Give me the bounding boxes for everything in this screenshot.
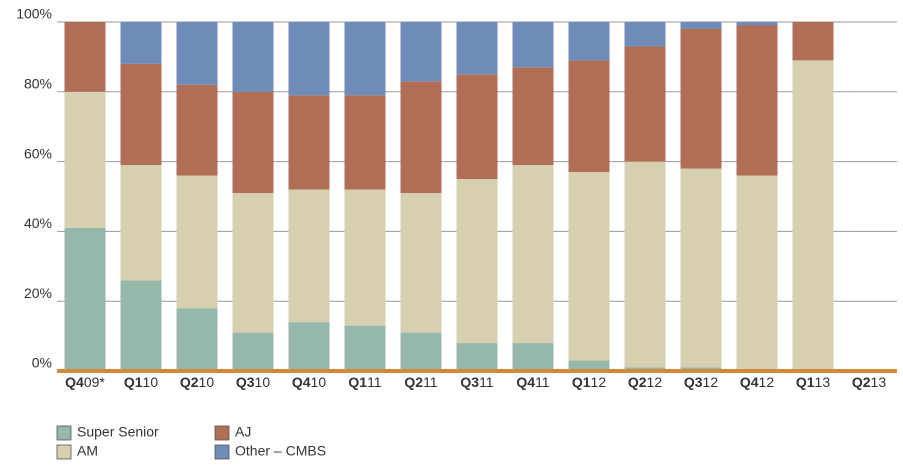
bar-segment (344, 189, 386, 326)
x-tick-label: Q409* (65, 374, 105, 390)
bar-segment (400, 332, 442, 371)
bar-segment (680, 22, 722, 29)
x-tick-label: Q410 (292, 374, 326, 390)
bar-segment (400, 193, 442, 333)
bar-segment (792, 60, 834, 371)
bar-segment (624, 46, 666, 162)
bar-segment (344, 22, 386, 96)
bar-segment (176, 84, 218, 176)
bar-segment (288, 189, 330, 323)
bar-segment (512, 343, 554, 371)
bar-segment (120, 63, 162, 166)
legend-label: Other – CMBS (235, 443, 326, 459)
x-tick-label: Q111 (348, 374, 381, 390)
x-tick-label: Q312 (684, 374, 718, 390)
bar-segment (736, 25, 778, 176)
bar-segment (120, 165, 162, 281)
bar-segment (624, 161, 666, 368)
bar-segment (568, 60, 610, 173)
x-tick-label: Q212 (628, 374, 662, 390)
x-tick-label: Q112 (572, 374, 606, 390)
bar-segment (344, 95, 386, 190)
bar-segment (120, 280, 162, 371)
legend-label: AJ (235, 424, 251, 440)
x-tick-label: Q213 (852, 374, 886, 390)
bar-segment (176, 22, 218, 85)
bar-segment (680, 28, 722, 169)
bar-segment (680, 168, 722, 368)
bar-segment (64, 22, 106, 92)
bar-segment (736, 22, 778, 26)
legend-swatch (214, 425, 230, 441)
x-tick-label: Q211 (404, 374, 437, 390)
bar-segment (120, 22, 162, 64)
x-tick-label: Q113 (796, 374, 830, 390)
bar-segment (232, 91, 274, 194)
legend-swatch (56, 444, 72, 460)
x-tick-label: Q412 (740, 374, 774, 390)
bar-segment (64, 91, 106, 228)
x-tick-label: Q411 (516, 374, 549, 390)
y-tick-label: 60% (24, 145, 52, 161)
bar-segment (456, 22, 498, 75)
bar-segment (176, 175, 218, 309)
bar-segment (568, 360, 610, 371)
bar-segment (176, 308, 218, 371)
bar-segment (568, 172, 610, 361)
bar-segment (288, 322, 330, 371)
bar-segment (792, 22, 834, 61)
bar-segment (232, 332, 274, 371)
bar-segment (624, 22, 666, 47)
x-tick-label: Q310 (236, 374, 270, 390)
bar-segment (64, 227, 106, 371)
bar-segment (456, 74, 498, 180)
bar-segment (400, 81, 442, 194)
legend-label: AM (77, 443, 98, 459)
bar-segment (288, 22, 330, 96)
legend-swatch (56, 425, 72, 441)
bar-segment (232, 22, 274, 92)
bar-segment (512, 165, 554, 344)
bar-segment (344, 325, 386, 371)
bar-segment (512, 22, 554, 68)
legend-label: Super Senior (77, 424, 159, 440)
bar-segment (736, 175, 778, 371)
bar-segment (400, 22, 442, 82)
y-tick-label: 20% (24, 285, 52, 301)
bar-segment (456, 179, 498, 344)
legend-swatch (214, 444, 230, 460)
y-tick-label: 40% (24, 215, 52, 231)
bar-segment (232, 193, 274, 333)
x-tick-label: Q210 (180, 374, 214, 390)
x-tick-label: Q311 (460, 374, 493, 390)
y-tick-label: 100% (16, 6, 52, 22)
bar-segment (512, 67, 554, 166)
y-tick-label: 0% (32, 355, 52, 371)
y-tick-label: 80% (24, 76, 52, 92)
bar-segment (568, 22, 610, 61)
bar-segment (288, 95, 330, 190)
bar-segment (456, 343, 498, 371)
x-tick-label: Q110 (124, 374, 158, 390)
